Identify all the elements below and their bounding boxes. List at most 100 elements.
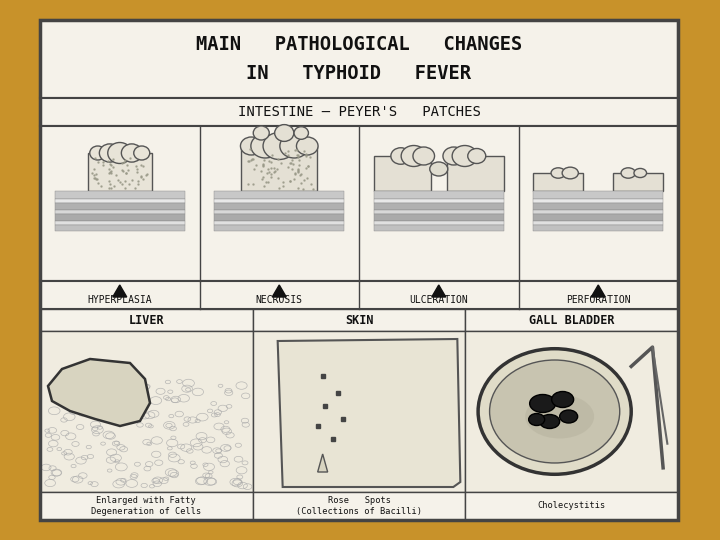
- Text: MAIN   PATHOLOGICAL   CHANGES: MAIN PATHOLOGICAL CHANGES: [196, 36, 522, 55]
- Text: Cholecystitis: Cholecystitis: [538, 502, 606, 510]
- Ellipse shape: [478, 349, 631, 474]
- Text: Rose   Spots
(Collections of Bacilli): Rose Spots (Collections of Bacilli): [296, 496, 422, 516]
- Bar: [465, 309, 678, 331]
- Bar: [40, 281, 678, 309]
- Bar: [374, 203, 504, 210]
- Ellipse shape: [413, 147, 435, 165]
- Bar: [534, 203, 663, 210]
- Bar: [55, 214, 185, 221]
- Text: GALL BLADDER: GALL BLADDER: [529, 314, 614, 327]
- Ellipse shape: [90, 146, 106, 160]
- Ellipse shape: [108, 143, 132, 164]
- Ellipse shape: [251, 134, 279, 158]
- Bar: [534, 225, 663, 231]
- Bar: [215, 221, 344, 225]
- Bar: [374, 221, 504, 225]
- Text: NECROSIS: NECROSIS: [256, 295, 302, 305]
- Text: ULCERATION: ULCERATION: [410, 295, 468, 305]
- Ellipse shape: [490, 360, 620, 463]
- Bar: [40, 98, 678, 126]
- Bar: [374, 156, 431, 191]
- Bar: [40, 20, 678, 98]
- Text: HYPERPLASIA: HYPERPLASIA: [87, 295, 152, 305]
- Bar: [40, 309, 253, 331]
- Bar: [374, 225, 504, 231]
- Bar: [534, 173, 583, 191]
- Bar: [374, 210, 504, 214]
- Bar: [534, 214, 663, 221]
- Ellipse shape: [240, 137, 262, 155]
- Ellipse shape: [452, 145, 477, 166]
- Polygon shape: [591, 285, 606, 297]
- Bar: [40, 20, 678, 520]
- Ellipse shape: [274, 125, 294, 141]
- Ellipse shape: [280, 134, 309, 158]
- Bar: [40, 126, 678, 281]
- Text: INTESTINE – PEYER'S   PATCHES: INTESTINE – PEYER'S PATCHES: [238, 105, 480, 119]
- Ellipse shape: [294, 127, 308, 139]
- Ellipse shape: [263, 132, 295, 159]
- Bar: [465, 492, 678, 520]
- Text: IN   TYPHOID   FEVER: IN TYPHOID FEVER: [246, 64, 472, 83]
- Bar: [374, 214, 504, 221]
- Ellipse shape: [122, 144, 142, 162]
- Bar: [55, 225, 185, 231]
- Ellipse shape: [391, 148, 410, 164]
- Polygon shape: [113, 285, 127, 297]
- Bar: [40, 492, 253, 520]
- Ellipse shape: [552, 392, 574, 408]
- Bar: [253, 492, 465, 520]
- Bar: [215, 225, 344, 231]
- Bar: [253, 309, 465, 331]
- Ellipse shape: [551, 168, 565, 178]
- Bar: [374, 191, 504, 199]
- Bar: [534, 210, 663, 214]
- Ellipse shape: [540, 415, 559, 429]
- Bar: [55, 191, 185, 199]
- Bar: [446, 156, 504, 191]
- Ellipse shape: [468, 148, 486, 164]
- Bar: [215, 210, 344, 214]
- Bar: [613, 173, 663, 191]
- Ellipse shape: [621, 168, 636, 178]
- Bar: [534, 191, 663, 199]
- Bar: [88, 153, 152, 191]
- Bar: [534, 199, 663, 203]
- Ellipse shape: [253, 126, 269, 140]
- Polygon shape: [272, 285, 287, 297]
- Ellipse shape: [443, 147, 464, 165]
- Polygon shape: [318, 454, 328, 472]
- Bar: [374, 199, 504, 203]
- Bar: [215, 199, 344, 203]
- Ellipse shape: [559, 410, 577, 423]
- Bar: [40, 331, 253, 492]
- Bar: [55, 199, 185, 203]
- Bar: [465, 331, 678, 492]
- Bar: [55, 203, 185, 210]
- Bar: [253, 331, 465, 492]
- Bar: [241, 146, 318, 191]
- Bar: [55, 221, 185, 225]
- Polygon shape: [278, 339, 460, 487]
- Bar: [534, 221, 663, 225]
- Ellipse shape: [297, 137, 318, 155]
- Polygon shape: [432, 285, 446, 297]
- Text: SKIN: SKIN: [345, 314, 373, 327]
- Ellipse shape: [401, 145, 426, 166]
- Bar: [40, 20, 678, 520]
- Bar: [215, 191, 344, 199]
- Text: PERFORATION: PERFORATION: [566, 295, 631, 305]
- Text: LIVER: LIVER: [129, 314, 164, 327]
- Ellipse shape: [99, 144, 120, 162]
- Text: Enlarged with Fatty
Degeneration of Cells: Enlarged with Fatty Degeneration of Cell…: [91, 496, 202, 516]
- Ellipse shape: [525, 395, 594, 438]
- Ellipse shape: [562, 167, 578, 179]
- Polygon shape: [48, 359, 150, 426]
- Bar: [55, 210, 185, 214]
- Bar: [215, 214, 344, 221]
- Bar: [215, 203, 344, 210]
- Ellipse shape: [634, 168, 647, 178]
- Ellipse shape: [528, 414, 544, 426]
- Ellipse shape: [134, 146, 150, 160]
- Ellipse shape: [530, 395, 556, 413]
